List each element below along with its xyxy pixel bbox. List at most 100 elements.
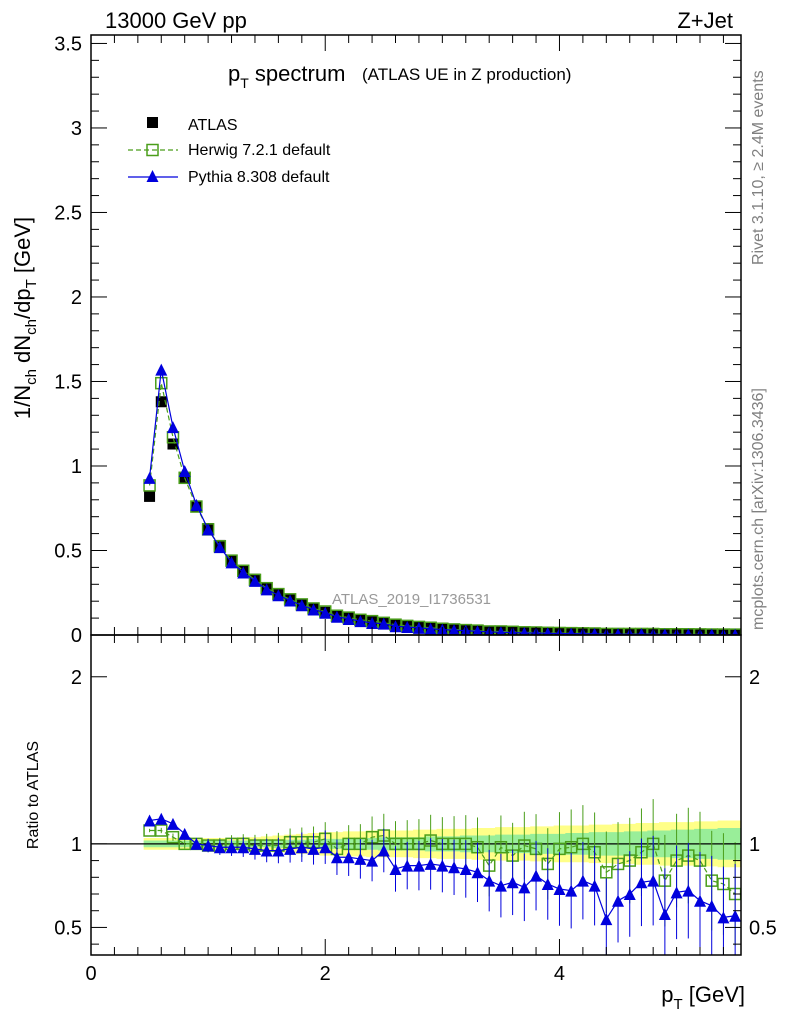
pythia-ratio-point (494, 879, 507, 892)
pythia-ratio-point (319, 841, 332, 854)
pythia-point (614, 628, 622, 635)
energy-label: 13000 GeV pp (105, 8, 247, 33)
pythia-point (567, 627, 575, 635)
legend-label-pythia: Pythia 8.308 default (188, 169, 330, 186)
pythia-point (708, 628, 715, 635)
pythia-ratio-point (705, 899, 718, 912)
pythia-ratio-point (260, 844, 273, 857)
chart-subtitle: (ATLAS UE in Z production) (362, 65, 571, 84)
pythia-ratio-point (307, 842, 320, 855)
pythia-point (638, 628, 645, 635)
pythia-ratio-point (623, 888, 636, 901)
pythia-ratio-point (694, 894, 707, 907)
pythia-ratio-point (272, 844, 285, 857)
pythia-ratio-point (436, 859, 449, 872)
analysis-watermark: ATLAS_2019_I1736531 (332, 591, 491, 608)
y-axis-label: 1/Nch dNch/dpT [GeV] (10, 217, 40, 419)
pythia-ratio-point (565, 884, 578, 897)
pythia-point (295, 599, 308, 612)
pythia-point (424, 622, 437, 635)
pythia-point (685, 628, 692, 635)
pythia-point (389, 620, 402, 633)
pythia-ratio-point (190, 837, 203, 850)
pythia-point (307, 603, 320, 616)
pythia-point (178, 465, 191, 478)
pythia-ratio-point (471, 866, 484, 879)
pythia-point (213, 541, 226, 554)
pythia-ratio-point (506, 876, 519, 889)
pythia-ratio-point (412, 859, 425, 872)
legend-label-herwig: Herwig 7.2.1 default (188, 142, 331, 159)
pythia-ratio-point (670, 886, 683, 899)
chart-title: pT spectrum (228, 61, 345, 91)
pythia-ratio-point (354, 852, 367, 865)
pythia-ratio-point (225, 841, 238, 854)
pythia-point (448, 624, 460, 635)
pythia-ratio-point (155, 812, 168, 825)
pythia-point (543, 627, 552, 635)
y-tick-label: 1 (71, 456, 82, 478)
pythia-point (284, 594, 297, 607)
pythia-ratio-point (612, 894, 625, 907)
pythia-ratio-point (166, 817, 179, 830)
pythia-ratio-point (202, 839, 215, 852)
ratio-y-tick-label-right: 2 (749, 667, 760, 689)
y-tick-label: 2.5 (54, 202, 82, 224)
atlas-point (144, 490, 156, 502)
legend-marker-atlas (147, 117, 158, 128)
pythia-point (377, 617, 390, 630)
pythia-ratio-point (143, 814, 156, 827)
y-tick-label: 1.5 (54, 371, 82, 393)
pythia-point (225, 556, 238, 569)
pythia-ratio-point (600, 913, 613, 926)
ratio-y-tick-label: 0.5 (54, 917, 82, 939)
pythia-ratio-point (377, 844, 390, 857)
mcplots-label: mcplots.cern.ch [arXiv:1306.3436] (750, 388, 767, 630)
y-tick-label: 2 (71, 287, 82, 309)
ratio-plot-data (91, 799, 741, 955)
pythia-point (319, 606, 332, 619)
ratio-y-tick-label-right: 1 (749, 834, 760, 856)
pythia-point (591, 627, 599, 635)
pythia-point (166, 421, 179, 434)
atlas-point (155, 396, 167, 408)
herwig-ratio-point (166, 830, 180, 844)
x-axis-label: pT [GeV] (661, 982, 745, 1013)
pythia-ratio-point (459, 862, 472, 875)
ratio-y-axis-label: Ratio to ATLAS (25, 741, 42, 849)
pythia-ratio-point (342, 851, 355, 864)
pythia-point (496, 626, 506, 635)
pythia-ratio-point (588, 879, 601, 892)
pythia-point (248, 574, 261, 587)
rivet-label: Rivet 3.1.10, ≥ 2.4M events (750, 70, 767, 265)
pythia-ratio-point (366, 854, 379, 867)
pythia-ratio-point (389, 862, 402, 875)
pythia-ratio-point (237, 841, 250, 854)
pythia-point (272, 589, 285, 602)
legend-marker-pythia (146, 170, 159, 182)
pythia-point (731, 628, 739, 635)
atlas-point (167, 438, 179, 450)
pythia-ratio-point (178, 827, 191, 840)
pythia-ratio-point (424, 857, 437, 870)
herwig-point (155, 376, 168, 390)
pythia-point (401, 621, 414, 634)
pythia-ratio-point (530, 869, 543, 882)
pythia-point (366, 617, 379, 629)
x-tick-label: 4 (554, 963, 565, 985)
process-label: Z+Jet (677, 8, 733, 33)
pythia-ratio-point (647, 874, 660, 887)
pythia-ratio-point (248, 842, 261, 855)
legend: ATLAS Herwig 7.2.1 default Pythia 8.308 … (128, 117, 331, 186)
pythia-point (661, 628, 669, 635)
pythia-ratio-point (553, 882, 566, 895)
y-tick-label: 0 (71, 625, 82, 647)
x-tick-label: 2 (320, 963, 331, 985)
herwig-ratio-point (155, 824, 168, 837)
pythia-point (143, 471, 156, 484)
pythia-point (237, 566, 250, 579)
pythia-ratio-point (330, 851, 343, 864)
pythia-point (342, 612, 355, 625)
pythia-point (190, 498, 203, 511)
